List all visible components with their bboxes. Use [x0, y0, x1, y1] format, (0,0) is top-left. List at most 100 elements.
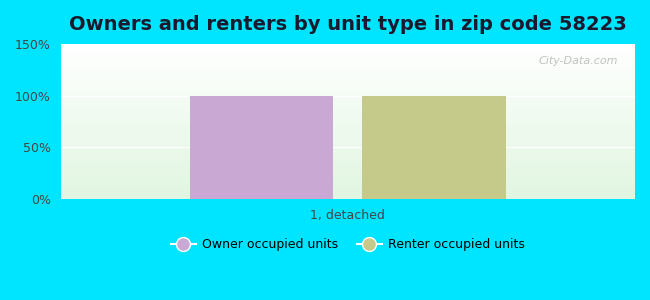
Title: Owners and renters by unit type in zip code 58223: Owners and renters by unit type in zip c…	[69, 15, 627, 34]
Bar	[60, 142, 635, 143]
Bar	[60, 78, 635, 80]
Bar	[60, 198, 635, 199]
Bar	[60, 83, 635, 84]
Bar	[60, 145, 635, 146]
Bar	[60, 136, 635, 137]
Bar	[60, 86, 635, 87]
Bar	[60, 55, 635, 56]
Bar	[60, 91, 635, 92]
Bar	[60, 156, 635, 157]
Bar	[60, 49, 635, 50]
Bar	[60, 59, 635, 61]
Bar	[60, 151, 635, 153]
Bar	[60, 168, 635, 170]
Bar	[60, 58, 635, 59]
Bar	[362, 96, 506, 199]
Bar	[60, 165, 635, 166]
Bar	[60, 128, 635, 129]
Bar	[60, 177, 635, 179]
Bar	[60, 157, 635, 159]
Bar	[60, 53, 635, 55]
Bar	[60, 134, 635, 136]
Bar	[60, 45, 635, 47]
Bar	[60, 148, 635, 149]
Bar	[190, 96, 333, 199]
Bar	[60, 149, 635, 151]
Bar	[60, 104, 635, 106]
Bar	[60, 190, 635, 191]
Bar	[60, 124, 635, 126]
Bar	[60, 62, 635, 64]
Bar	[60, 111, 635, 112]
Bar	[60, 123, 635, 124]
Bar	[60, 129, 635, 131]
Bar	[60, 131, 635, 132]
Bar	[60, 184, 635, 185]
Bar	[60, 194, 635, 196]
Bar	[60, 109, 635, 111]
Bar	[60, 67, 635, 69]
Bar	[60, 64, 635, 66]
Text: City-Data.com: City-Data.com	[538, 56, 617, 66]
Bar	[60, 56, 635, 58]
Bar	[60, 87, 635, 89]
Bar	[60, 164, 635, 165]
Bar	[60, 187, 635, 188]
Bar	[60, 95, 635, 97]
Bar	[60, 47, 635, 49]
Bar	[60, 106, 635, 108]
Bar	[60, 181, 635, 182]
Bar	[60, 80, 635, 81]
Bar	[60, 179, 635, 181]
Bar	[60, 188, 635, 190]
Bar	[60, 140, 635, 142]
Bar	[60, 114, 635, 115]
Bar	[60, 75, 635, 76]
Bar	[60, 193, 635, 194]
Bar	[60, 154, 635, 156]
Bar	[60, 153, 635, 154]
Bar	[60, 52, 635, 53]
Bar	[60, 191, 635, 193]
Bar	[60, 173, 635, 174]
Bar	[60, 160, 635, 162]
Bar	[60, 44, 635, 45]
Bar	[60, 70, 635, 72]
Bar	[60, 185, 635, 187]
Bar	[60, 117, 635, 118]
Bar	[60, 176, 635, 177]
Bar	[60, 174, 635, 176]
Bar	[60, 94, 635, 95]
Bar	[60, 101, 635, 103]
Bar	[60, 132, 635, 134]
Bar	[60, 139, 635, 140]
Bar	[60, 69, 635, 70]
Bar	[60, 167, 635, 168]
Bar	[60, 108, 635, 109]
Bar	[60, 81, 635, 83]
Bar	[60, 171, 635, 173]
Bar	[60, 61, 635, 62]
Bar	[60, 50, 635, 52]
Bar	[60, 120, 635, 122]
Bar	[60, 76, 635, 78]
Bar	[60, 66, 635, 67]
Legend: Owner occupied units, Renter occupied units: Owner occupied units, Renter occupied un…	[166, 233, 530, 256]
Bar	[60, 100, 635, 101]
Bar	[60, 92, 635, 94]
Bar	[60, 103, 635, 104]
Bar	[60, 162, 635, 164]
Bar	[60, 115, 635, 117]
Bar	[60, 98, 635, 100]
Bar	[60, 122, 635, 123]
Bar	[60, 170, 635, 171]
Bar	[60, 112, 635, 114]
Bar	[60, 126, 635, 128]
Bar	[60, 143, 635, 145]
Bar	[60, 72, 635, 74]
Bar	[60, 182, 635, 184]
Bar	[60, 146, 635, 148]
Bar	[60, 84, 635, 86]
Bar	[60, 118, 635, 120]
Bar	[60, 196, 635, 198]
